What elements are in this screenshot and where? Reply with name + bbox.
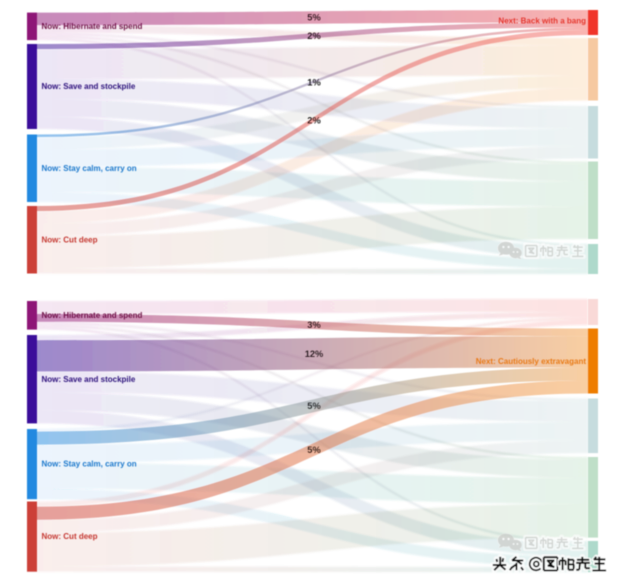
svg-text:Now: Hibernate and spend: Now: Hibernate and spend xyxy=(42,311,143,320)
svg-text:Now: Stay calm, carry on: Now: Stay calm, carry on xyxy=(42,460,137,469)
svg-text:1%: 1% xyxy=(307,77,321,87)
svg-text:5%: 5% xyxy=(307,445,321,455)
svg-text:12%: 12% xyxy=(305,349,324,359)
svg-text:5%: 5% xyxy=(307,401,321,411)
svg-text:Now: Save and stockpile: Now: Save and stockpile xyxy=(42,375,136,384)
svg-text:Now: Stay calm, carry on: Now: Stay calm, carry on xyxy=(42,164,137,173)
svg-text:Now: Cut deep: Now: Cut deep xyxy=(42,235,98,244)
svg-text:Next: Back with a bang: Next: Back with a bang xyxy=(498,16,586,25)
svg-text:5%: 5% xyxy=(307,13,321,23)
svg-text:Next: Cautiously extravagant: Next: Cautiously extravagant xyxy=(476,357,587,366)
svg-text:2%: 2% xyxy=(307,31,321,41)
svg-text:3%: 3% xyxy=(307,320,321,330)
svg-text:2%: 2% xyxy=(307,116,321,126)
svg-text:Now: Save and stockpile: Now: Save and stockpile xyxy=(42,82,136,91)
svg-text:Now: Hibernate and spend: Now: Hibernate and spend xyxy=(42,22,143,31)
svg-text:Now: Cut deep: Now: Cut deep xyxy=(42,532,98,541)
